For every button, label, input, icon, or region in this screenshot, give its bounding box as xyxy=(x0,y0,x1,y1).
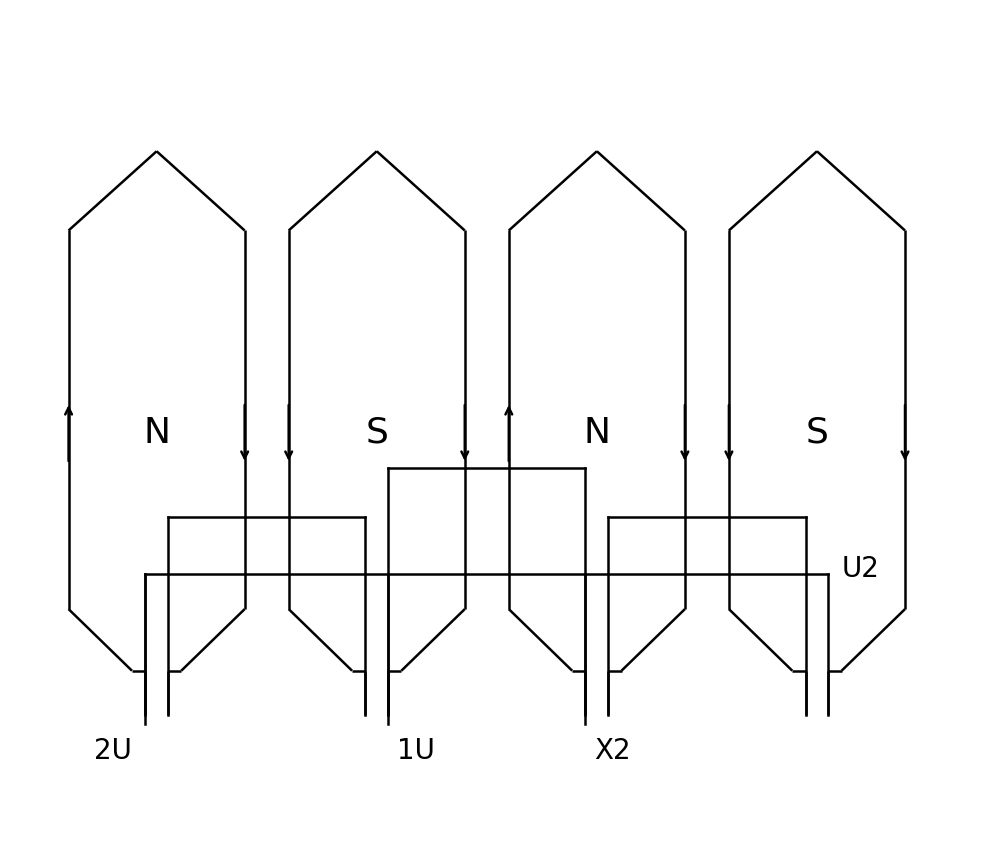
Text: U2: U2 xyxy=(842,555,879,584)
Text: N: N xyxy=(583,416,610,450)
Text: S: S xyxy=(365,416,388,450)
Text: 1U: 1U xyxy=(397,737,435,765)
Text: S: S xyxy=(806,416,828,450)
Text: X2: X2 xyxy=(594,737,631,765)
Text: N: N xyxy=(143,416,170,450)
Text: 2U: 2U xyxy=(94,737,132,765)
